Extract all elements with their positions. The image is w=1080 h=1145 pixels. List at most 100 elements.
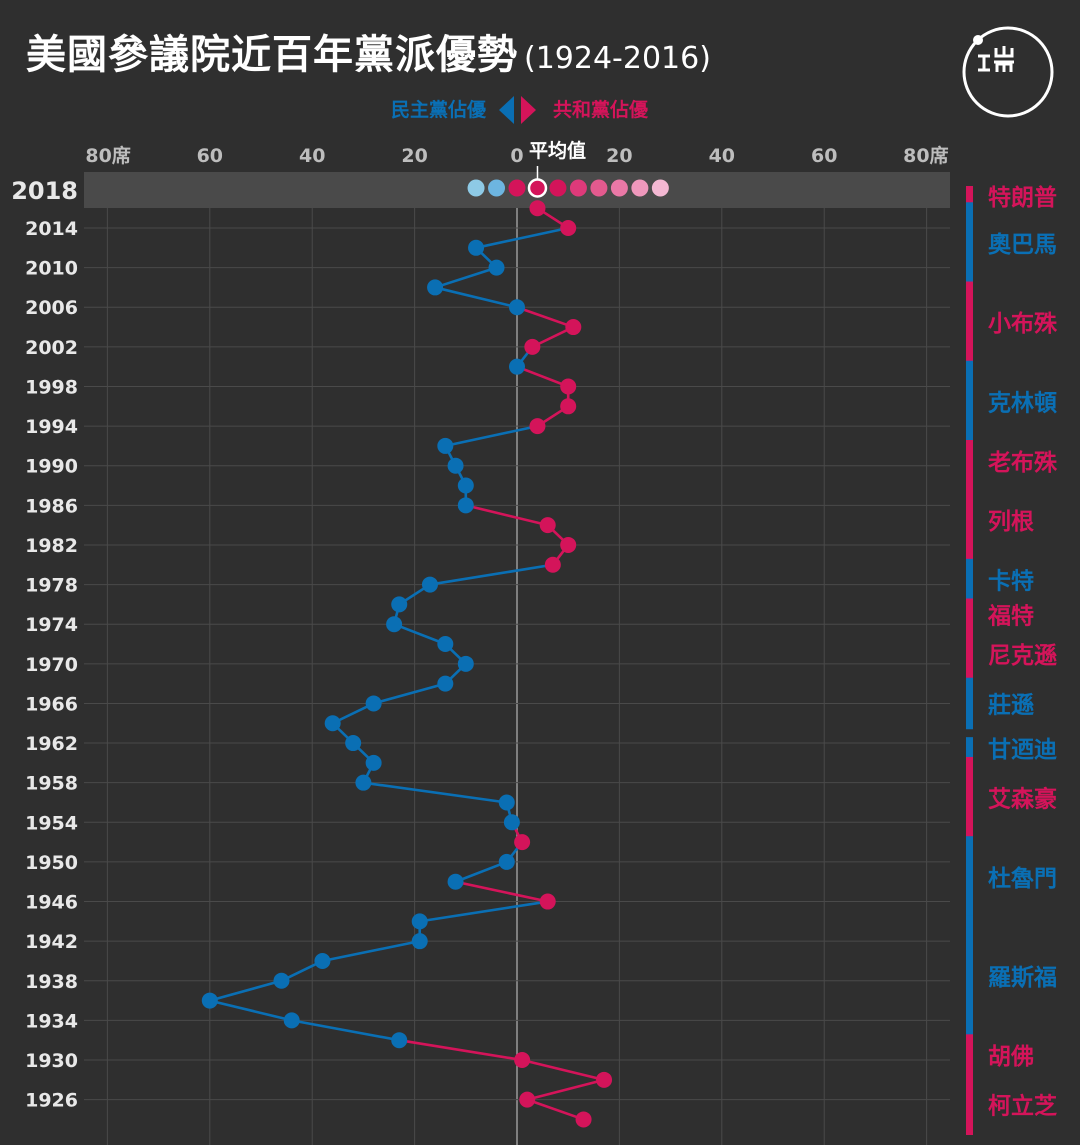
data-point xyxy=(529,200,546,217)
forecast-point xyxy=(549,179,567,197)
legend-republican-label: 共和黨佔優 xyxy=(553,98,649,121)
forecast-point xyxy=(467,179,485,197)
data-point xyxy=(355,774,372,791)
president-bar xyxy=(966,915,973,1037)
data-point xyxy=(529,418,546,435)
year-label: 1970 xyxy=(25,654,78,676)
year-label: 1938 xyxy=(25,971,78,993)
legend-democrat-arrow-icon xyxy=(499,96,514,124)
legend: 民主黨佔優 共和黨佔優 xyxy=(391,96,649,124)
president-label: 奧巴馬 xyxy=(988,232,1057,258)
year-label: 1986 xyxy=(25,495,78,517)
line-segment xyxy=(444,424,539,448)
data-point xyxy=(524,338,541,355)
data-point xyxy=(437,437,454,454)
president-bar xyxy=(966,202,973,284)
data-point xyxy=(519,1091,536,1108)
data-point xyxy=(391,596,408,613)
data-point xyxy=(447,873,464,890)
data-point xyxy=(437,636,454,653)
line-segment xyxy=(525,1078,606,1101)
president-label: 老布殊 xyxy=(987,449,1058,476)
year-label: 1982 xyxy=(25,535,78,557)
line-segment xyxy=(418,900,550,923)
line-segment xyxy=(464,504,550,527)
president-bar xyxy=(966,360,973,443)
line-segment xyxy=(454,860,509,884)
data-point xyxy=(447,457,464,474)
grid xyxy=(84,172,950,1145)
year-label: 2006 xyxy=(25,297,78,319)
president-label: 福特 xyxy=(987,603,1034,629)
data-point xyxy=(514,1052,531,1069)
chart-title: 美國參議院近百年黨派優勢 xyxy=(26,32,518,78)
president-bar xyxy=(966,836,973,918)
president-bar xyxy=(966,1034,973,1076)
chart-title-block: 美國參議院近百年黨派優勢 (1924-2016) xyxy=(26,22,711,80)
data-point xyxy=(560,398,577,415)
forecast-point xyxy=(631,179,649,197)
data-point xyxy=(421,576,438,593)
data-point xyxy=(560,220,577,236)
president-bar xyxy=(966,281,973,363)
x-tick-label: 80席 xyxy=(903,144,948,167)
data-point xyxy=(324,715,341,732)
year-label: 2002 xyxy=(25,337,78,359)
forecast-point xyxy=(569,179,587,197)
president-label: 尼克遜 xyxy=(988,642,1057,669)
president-label: 小布殊 xyxy=(988,310,1058,337)
data-point xyxy=(273,972,290,989)
x-tick-label: 80席 xyxy=(85,144,130,167)
year-label: 1954 xyxy=(25,812,78,834)
data-point xyxy=(314,952,331,969)
forecast-point xyxy=(488,179,506,197)
year-label: 1930 xyxy=(25,1050,78,1072)
data-point xyxy=(468,239,485,256)
line-segment xyxy=(208,999,294,1022)
data-point xyxy=(560,378,577,395)
year-label: 1974 xyxy=(25,614,78,636)
line-segment xyxy=(515,305,575,329)
x-tick-label: 20 xyxy=(606,145,632,167)
line-segment xyxy=(392,622,447,646)
x-tick-label: 0 xyxy=(510,145,523,167)
year-label: 2018 xyxy=(11,177,78,205)
year-label: 1934 xyxy=(25,1010,78,1032)
president-bar xyxy=(966,479,973,561)
line-segment xyxy=(372,682,447,705)
year-labels: 2018 2014 2010 2006 2002 1998 1994 1990 1986 1982… xyxy=(11,177,78,1112)
logo-icon xyxy=(962,26,1054,118)
forecast-point xyxy=(651,179,669,197)
data-point xyxy=(498,853,515,870)
president-bar xyxy=(966,598,973,631)
year-label: 1926 xyxy=(25,1090,78,1112)
line-segment xyxy=(515,365,570,388)
president-bar xyxy=(966,440,973,482)
year-label: 1990 xyxy=(25,456,78,478)
data-point xyxy=(596,1071,613,1088)
data-point xyxy=(498,794,515,811)
x-tick-label: 40 xyxy=(299,145,325,167)
data-point xyxy=(509,299,525,316)
data-point xyxy=(365,695,382,712)
data-point xyxy=(509,358,525,375)
legend-democrat-label: 民主黨佔優 xyxy=(391,98,487,121)
line-segment xyxy=(474,226,570,250)
president-bar xyxy=(966,558,973,601)
year-label: 1994 xyxy=(25,416,78,438)
president-label: 列根 xyxy=(988,509,1034,535)
data-point xyxy=(283,1012,300,1029)
line-segment xyxy=(433,266,498,289)
data-point xyxy=(488,259,505,276)
line-segment xyxy=(433,286,519,309)
data-point xyxy=(437,675,454,692)
mean-label: 平均值 xyxy=(529,139,586,162)
margin-points: 平均值 xyxy=(201,139,669,1128)
data-point xyxy=(201,992,218,1009)
x-tick-label: 60 xyxy=(811,145,837,167)
president-bars: 特朗普奧巴馬小布殊克林頓老布殊列根卡特福特尼克遜莊遜甘迺迪艾森豪杜魯門羅斯福胡佛… xyxy=(966,184,1058,1135)
data-point xyxy=(457,477,474,494)
x-tick-label: 20 xyxy=(401,145,427,167)
president-label: 莊遜 xyxy=(988,692,1034,718)
